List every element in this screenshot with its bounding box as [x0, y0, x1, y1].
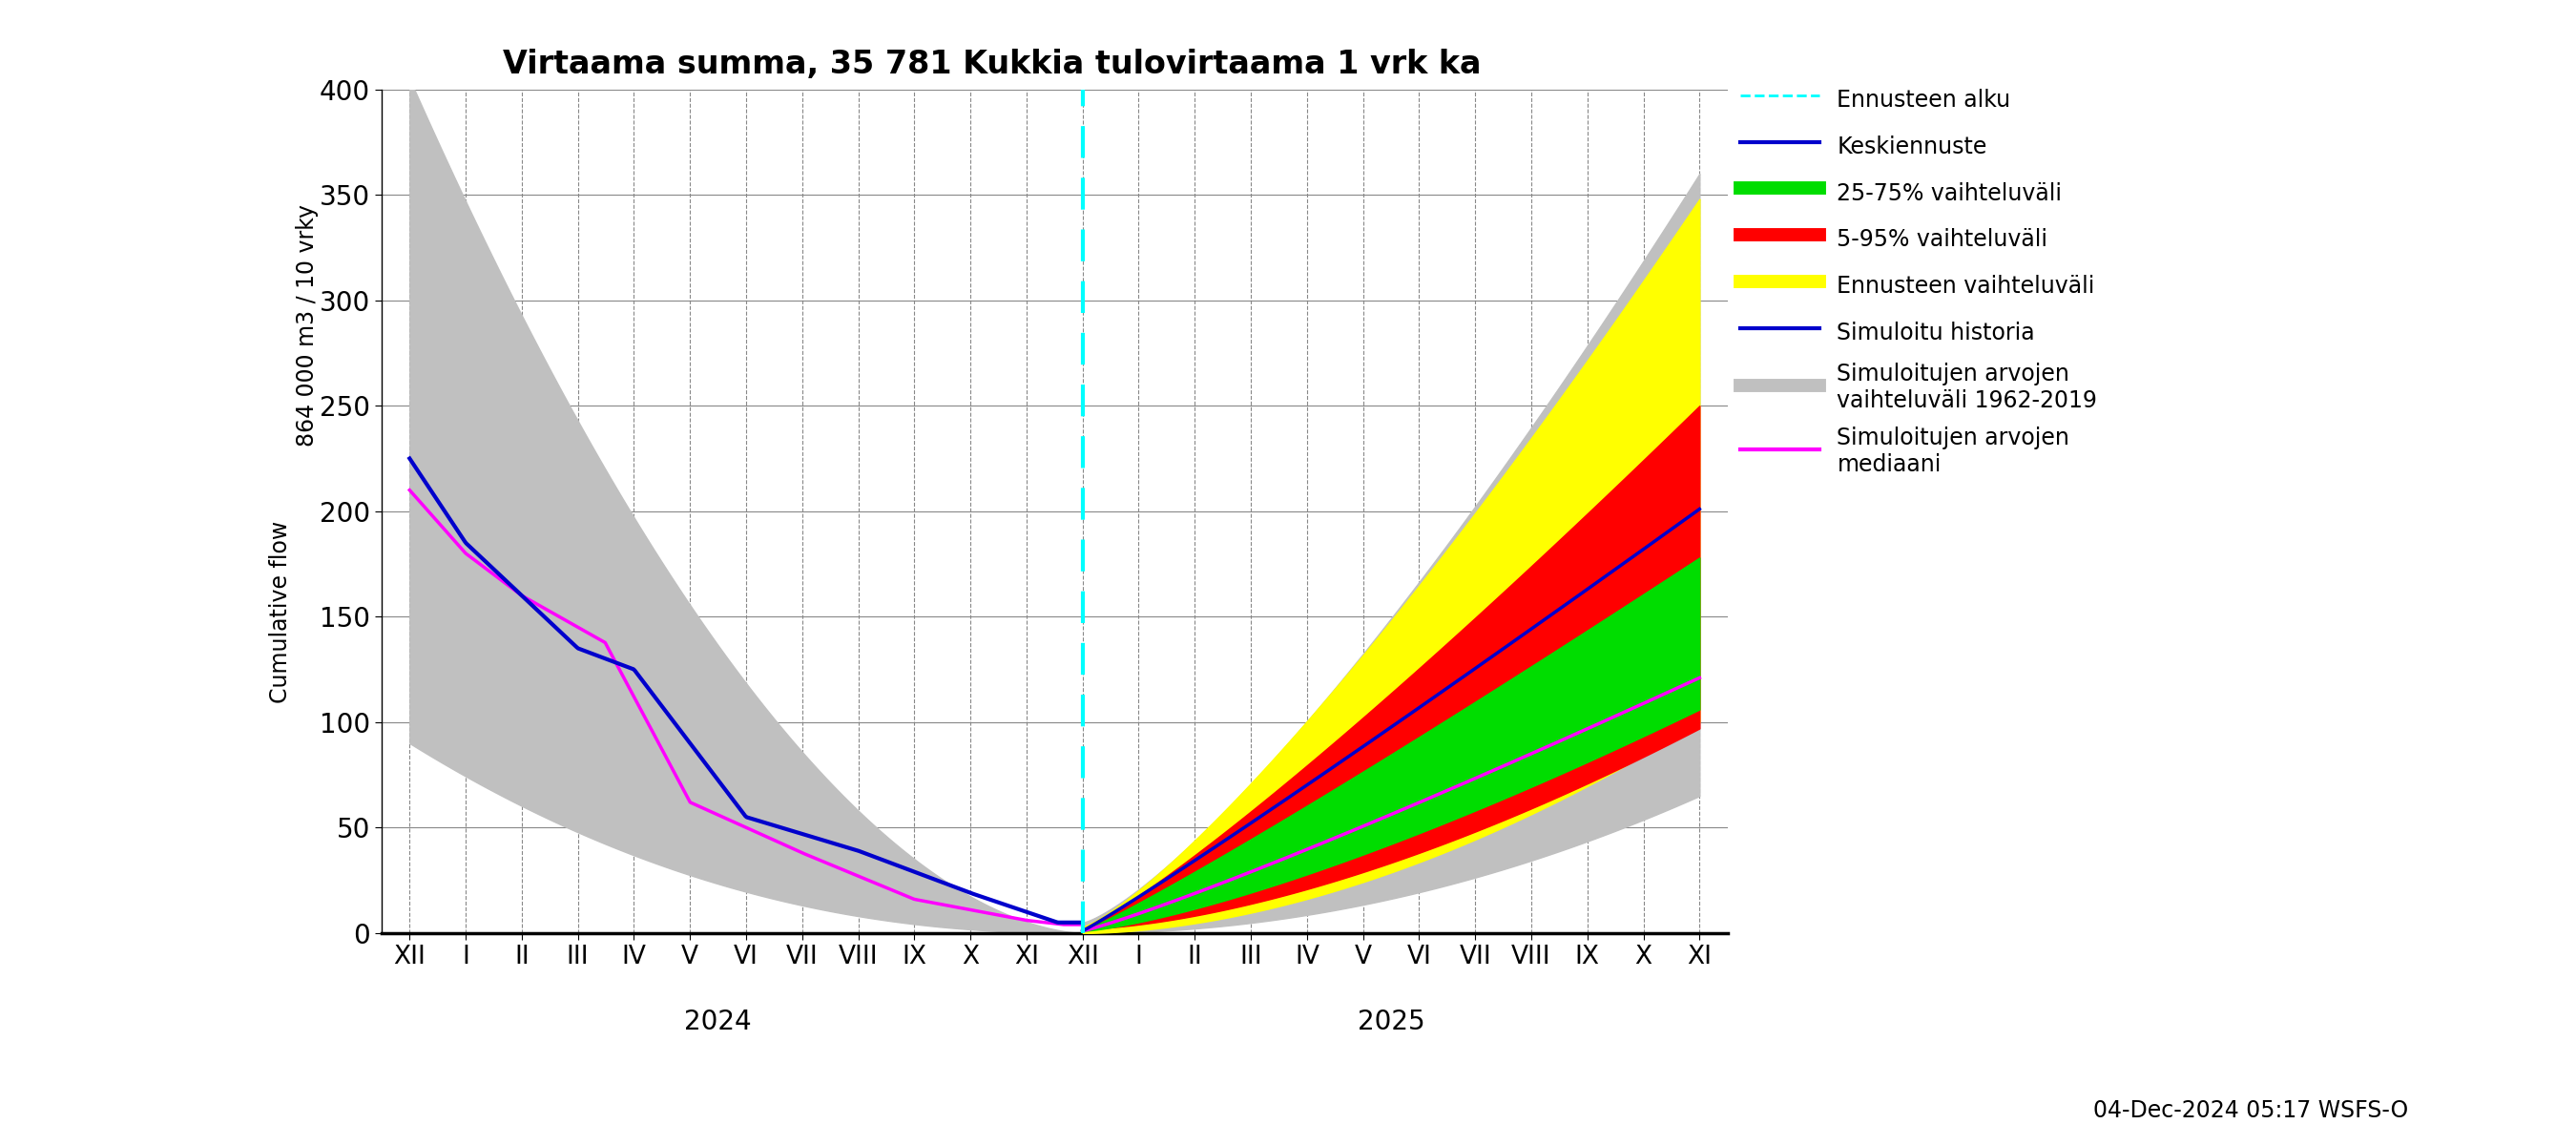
- Text: Cumulative flow: Cumulative flow: [268, 521, 291, 704]
- Text: 2024: 2024: [685, 1009, 752, 1036]
- Text: 864 000 m3 / 10 vrky: 864 000 m3 / 10 vrky: [296, 205, 319, 447]
- Text: 2025: 2025: [1358, 1009, 1425, 1036]
- Legend: Ennusteen alku, Keskiennuste, 25-75% vaihteluväli, 5-95% vaihteluväli, Ennusteen: Ennusteen alku, Keskiennuste, 25-75% vai…: [1741, 84, 2097, 476]
- Text: 04-Dec-2024 05:17 WSFS-O: 04-Dec-2024 05:17 WSFS-O: [2094, 1099, 2409, 1122]
- Text: Virtaama summa, 35 781 Kukkia tulovirtaama 1 vrk ka: Virtaama summa, 35 781 Kukkia tulovirtaa…: [502, 48, 1481, 80]
